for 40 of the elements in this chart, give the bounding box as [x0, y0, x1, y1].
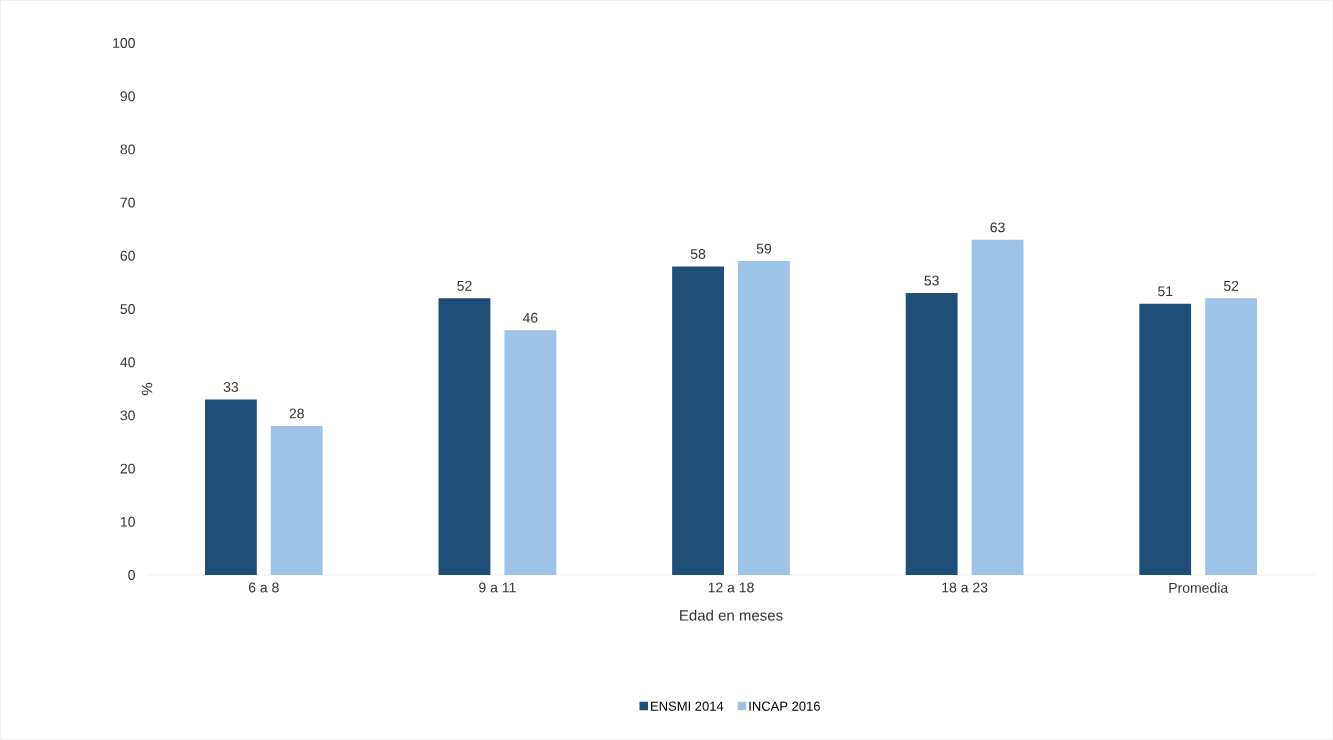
x-axis-title: Edad en meses — [680, 609, 783, 621]
bar — [438, 298, 491, 575]
y-tick-label: 30 — [120, 410, 135, 421]
data-label: 28 — [289, 408, 304, 419]
bar — [905, 293, 958, 575]
legend-label: INCAP 2016 — [749, 701, 820, 711]
bar — [971, 239, 1024, 575]
bar — [270, 426, 323, 575]
y-tick-label: 10 — [120, 516, 135, 527]
data-label: 59 — [756, 243, 772, 254]
x-tick-label: 6 a 8 — [248, 582, 279, 593]
y-tick-label: 90 — [120, 91, 135, 102]
data-label: 52 — [457, 280, 472, 291]
data-label: 63 — [990, 222, 1005, 233]
data-label: 46 — [522, 312, 538, 323]
y-axis-title: % — [141, 382, 153, 396]
data-label: 51 — [1158, 286, 1173, 297]
bar — [204, 399, 257, 575]
y-tick-label: 40 — [120, 357, 135, 368]
x-tick-label: Promedia — [1169, 582, 1229, 593]
x-tick-label: 18 a 23 — [942, 582, 988, 593]
data-label: 53 — [924, 275, 939, 286]
x-tick-label: 12 a 18 — [708, 582, 754, 593]
y-tick-label: 0 — [128, 570, 135, 580]
y-tick-label: 20 — [120, 463, 135, 474]
bar — [504, 330, 557, 575]
y-tick-label: 70 — [120, 197, 135, 208]
bar — [672, 266, 724, 575]
y-tick-label: 80 — [120, 144, 135, 155]
data-label: 33 — [223, 381, 239, 392]
data-label: 58 — [690, 248, 706, 259]
bar — [1205, 298, 1258, 575]
y-tick-label: 50 — [120, 304, 135, 314]
bar — [1139, 303, 1192, 575]
y-tick-label: 100 — [113, 38, 135, 48]
bar — [738, 261, 790, 575]
y-tick-label: 60 — [120, 250, 135, 261]
data-label: 52 — [1223, 280, 1239, 291]
legend-label: ENSMI 2014 — [651, 701, 724, 711]
x-tick-label: 9 a 11 — [479, 582, 516, 593]
